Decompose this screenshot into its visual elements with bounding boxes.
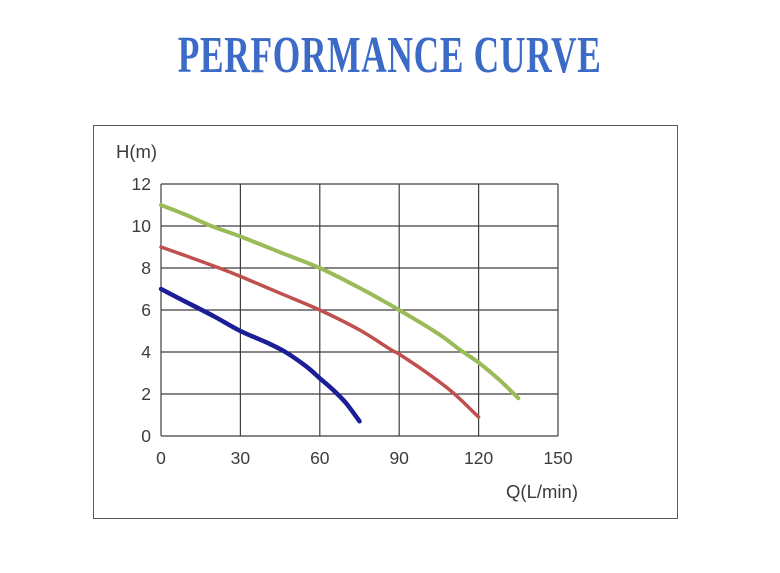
x-tick-label: 0 bbox=[156, 448, 166, 468]
page-title-text: PERFORMANCE CURVE bbox=[178, 27, 602, 84]
x-tick-label: 90 bbox=[389, 448, 409, 468]
y-tick-label: 2 bbox=[141, 384, 151, 404]
x-tick-label: 60 bbox=[310, 448, 330, 468]
performance-chart: 0 30 60 90 120 150 0 2 4 6 8 10 12 H(m) Q(L/min) bbox=[116, 141, 578, 502]
y-tick-label: 10 bbox=[132, 216, 152, 236]
curve-mid-head-curve bbox=[159, 245, 481, 419]
y-tick-label: 6 bbox=[141, 300, 151, 320]
x-tick-label: 150 bbox=[543, 448, 572, 468]
x-tick-label: 120 bbox=[464, 448, 493, 468]
x-tick-label: 30 bbox=[231, 448, 251, 468]
x-axis-label: Q(L/min) bbox=[506, 481, 578, 502]
y-tick-label: 0 bbox=[141, 426, 151, 446]
y-tick-label: 8 bbox=[141, 258, 151, 278]
chart-frame: 0 30 60 90 120 150 0 2 4 6 8 10 12 H(m) Q(L/min) bbox=[93, 125, 678, 519]
y-axis-label: H(m) bbox=[116, 141, 157, 162]
page-title: PERFORMANCE CURVE bbox=[0, 30, 780, 82]
curve-high-head-curve bbox=[159, 203, 521, 401]
y-tick-label: 12 bbox=[132, 174, 151, 194]
curve-low-head-curve bbox=[158, 286, 362, 424]
y-tick-label: 4 bbox=[141, 342, 151, 362]
